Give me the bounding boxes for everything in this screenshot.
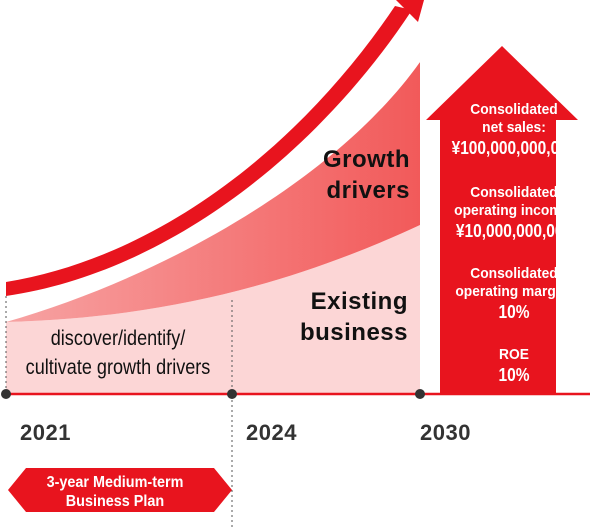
target-arrow: [426, 46, 578, 394]
year-2024: 2024: [246, 420, 297, 445]
target-operating-margin-value: 10%: [498, 302, 530, 322]
year-2030: 2030: [420, 420, 471, 445]
plan-label-line1: 3-year Medium-term: [46, 474, 184, 491]
target-roe: ROE 10%: [436, 346, 592, 386]
timeline-dot-2030: [415, 389, 425, 399]
target-operating-income-value: ¥10,000,000,000: [455, 221, 573, 241]
existing-label-line1: Existing: [310, 288, 408, 315]
growth-drivers-area: [6, 62, 420, 322]
target-net-sales-label1: Consolidated: [470, 101, 558, 118]
year-2021: 2021: [20, 420, 71, 445]
phase-label-line1: discover/identify/: [50, 327, 186, 350]
target-operating-income-label2: operating income:: [454, 202, 574, 219]
existing-business-label: Existing business: [280, 286, 408, 348]
growth-label-line2: drivers: [326, 177, 410, 204]
plan-label-line2: Business Plan: [65, 493, 165, 510]
plan-label: 3-year Medium-term Business Plan: [22, 473, 207, 511]
target-operating-income-label1: Consolidated: [470, 184, 558, 201]
timeline-dot-2021: [1, 389, 11, 399]
target-roe-value: 10%: [498, 365, 530, 385]
target-operating-margin-label2: operating margin:: [455, 283, 573, 300]
existing-business-area: [6, 225, 420, 394]
plan-arrow-shape: [8, 468, 232, 512]
target-net-sales-label2: net sales:: [482, 119, 546, 136]
growth-arrow-head: [396, 0, 424, 22]
target-operating-margin-label1: Consolidated: [470, 265, 558, 282]
existing-label-line2: business: [299, 319, 408, 346]
growth-drivers-label: Growth drivers: [300, 144, 410, 206]
target-roe-label: ROE: [499, 346, 529, 363]
timeline-dot-2024: [227, 389, 237, 399]
phase-label: discover/identify/ cultivate growth driv…: [22, 324, 215, 382]
target-operating-income: Consolidated operating income: ¥10,000,0…: [436, 184, 592, 242]
phase-label-line2: cultivate growth drivers: [25, 356, 211, 379]
target-net-sales: Consolidated net sales: ¥100,000,000,000: [436, 101, 592, 159]
target-net-sales-value: ¥100,000,000,000: [451, 138, 577, 158]
growth-label-line1: Growth: [323, 146, 410, 173]
target-operating-margin: Consolidated operating margin: 10%: [436, 265, 592, 323]
